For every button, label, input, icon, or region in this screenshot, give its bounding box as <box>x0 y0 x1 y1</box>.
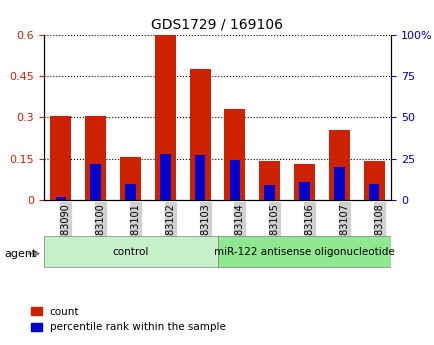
Text: control: control <box>112 247 148 257</box>
Bar <box>120 157 141 200</box>
Bar <box>224 109 245 200</box>
Text: agent: agent <box>4 249 36 258</box>
Text: GSM83108: GSM83108 <box>373 203 383 256</box>
Bar <box>328 130 349 200</box>
Legend: count, percentile rank within the sample: count, percentile rank within the sample <box>27 303 230 336</box>
FancyBboxPatch shape <box>43 236 217 267</box>
Text: GSM83107: GSM83107 <box>339 203 349 256</box>
Bar <box>56 197 66 200</box>
Title: GDS1729 / 169106: GDS1729 / 169106 <box>151 18 283 32</box>
Bar <box>160 154 170 200</box>
Bar <box>333 167 344 200</box>
Text: GSM83103: GSM83103 <box>200 203 210 256</box>
Text: GSM83105: GSM83105 <box>269 203 279 256</box>
Text: GSM83101: GSM83101 <box>130 203 140 256</box>
Bar <box>368 184 378 200</box>
Text: GSM83104: GSM83104 <box>234 203 244 256</box>
Bar <box>264 185 274 200</box>
Text: GSM83102: GSM83102 <box>165 203 175 256</box>
Bar <box>125 184 135 200</box>
Bar <box>155 34 175 200</box>
Bar <box>299 182 309 200</box>
Bar <box>50 116 71 200</box>
Bar <box>194 155 205 200</box>
Bar <box>363 161 384 200</box>
Bar <box>259 161 279 200</box>
FancyBboxPatch shape <box>217 236 391 267</box>
Bar <box>229 160 240 200</box>
Text: GSM83090: GSM83090 <box>61 203 71 256</box>
Bar <box>90 164 101 200</box>
Bar <box>85 116 106 200</box>
Text: GSM83100: GSM83100 <box>95 203 105 256</box>
Bar <box>293 164 314 200</box>
Bar <box>189 69 210 200</box>
Text: miR-122 antisense oligonucleotide: miR-122 antisense oligonucleotide <box>214 247 394 257</box>
Text: GSM83106: GSM83106 <box>304 203 314 256</box>
